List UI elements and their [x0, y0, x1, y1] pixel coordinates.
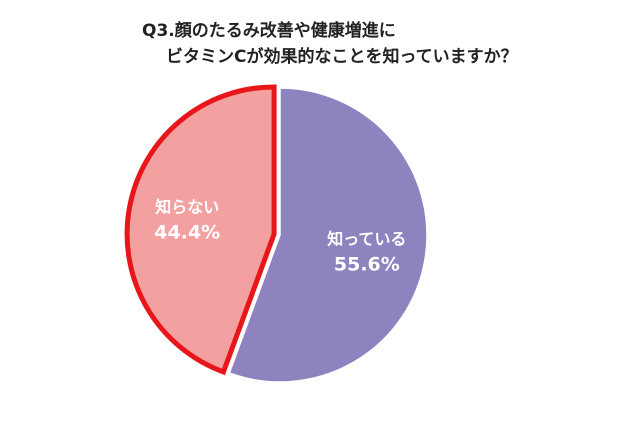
chart-title-line-1: Q3.顔のたるみ改善や健康増進に	[142, 21, 396, 41]
pie-slice-2	[124, 84, 277, 376]
slice-label-2: 知らない	[155, 198, 219, 217]
slice-value-1: 55.6%	[334, 253, 400, 275]
pie-labels: 知っている 55.6% 知らない 44.4%	[154, 198, 406, 276]
pie-slices	[124, 84, 428, 383]
slice-value-2: 44.4%	[154, 222, 220, 244]
chart-title: Q3.顔のたるみ改善や健康増進に ビタミンCが効果的なことを知っていますか？	[0, 18, 640, 70]
slice-label-1: 知っている	[327, 229, 406, 248]
chart-title-line-2: ビタミンCが効果的なことを知っていますか？	[166, 47, 518, 67]
pie-slice-1	[228, 87, 428, 383]
